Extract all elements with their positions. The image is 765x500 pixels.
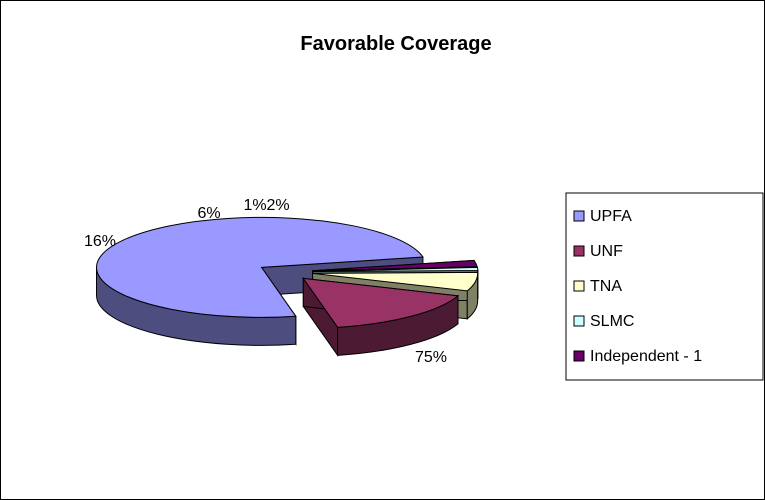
pie-slice-top — [312, 271, 479, 292]
legend-swatch — [573, 210, 585, 222]
legend-label: TNA — [590, 278, 622, 295]
pie-slice-top — [302, 277, 460, 328]
pie-slice-top — [312, 266, 479, 273]
legend-box — [565, 192, 764, 381]
legend-swatch — [573, 245, 585, 257]
pie-slice-top — [312, 259, 478, 272]
legend: UPFA UNF TNA SLMC Independent - 1 — [565, 192, 764, 381]
legend-swatch — [573, 315, 585, 327]
legend-swatch — [573, 280, 585, 292]
pie-group — [96, 216, 479, 357]
data-label-4: 2% — [266, 197, 289, 214]
data-label-0: 75% — [415, 349, 447, 366]
data-label-3: 1% — [243, 197, 266, 214]
legend-label: UNF — [590, 243, 623, 260]
legend-label: SLMC — [590, 313, 634, 330]
legend-label: Independent - 1 — [590, 348, 702, 365]
chart-title: Favorable Coverage — [300, 33, 491, 55]
pie-slice-unf — [302, 276, 460, 357]
pie-slice-top — [96, 216, 424, 318]
data-labels: 75% 16% 6% 1% 2% — [84, 197, 447, 366]
data-label-1: 16% — [84, 233, 116, 250]
data-label-2: 6% — [197, 205, 220, 222]
legend-label: UPFA — [590, 208, 632, 225]
legend-swatch — [573, 350, 585, 362]
